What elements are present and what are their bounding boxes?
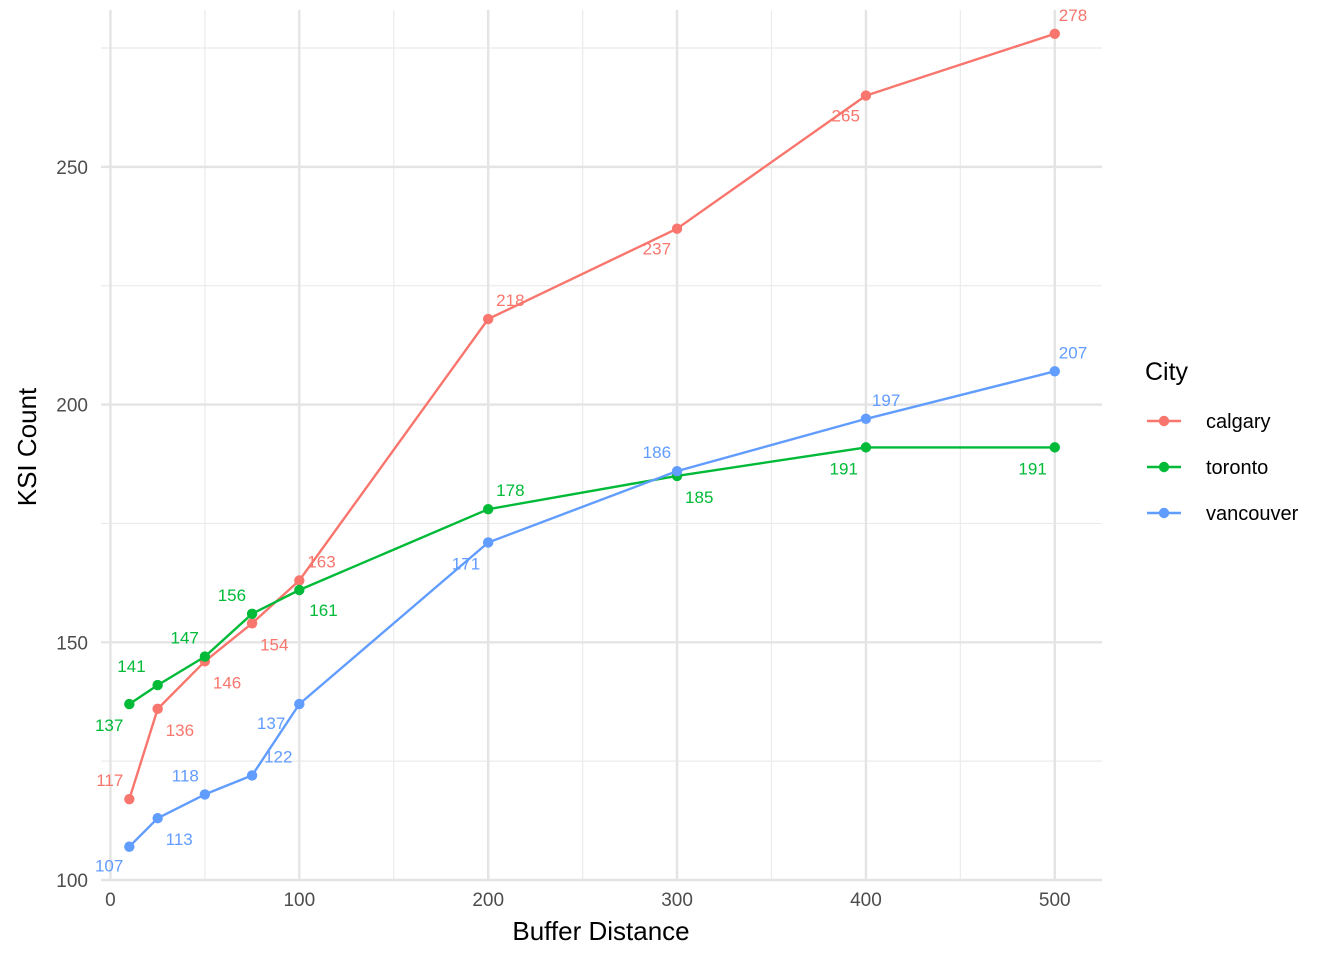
- data-label-vancouver: 122: [264, 747, 292, 766]
- data-label-vancouver: 197: [872, 391, 900, 410]
- data-label-toronto: 191: [830, 459, 858, 478]
- point-calgary: [671, 223, 683, 234]
- point-calgary: [294, 575, 305, 586]
- point-vancouver: [294, 698, 305, 710]
- point-calgary: [860, 90, 872, 101]
- data-label-toronto: 137: [95, 716, 123, 735]
- data-label-toronto: 161: [309, 601, 337, 620]
- data-label-calgary: 237: [643, 240, 671, 259]
- point-calgary: [124, 793, 135, 805]
- x-tick-label: 500: [1039, 890, 1071, 911]
- series-line-toronto: [128, 446, 1055, 706]
- y-axis-ticks: 100 150 200 250: [56, 158, 88, 892]
- y-axis-title: KSI Count: [12, 387, 42, 506]
- point-vancouver: [671, 465, 683, 477]
- data-label-calgary: 117: [96, 771, 123, 790]
- legend-label-toronto: toronto: [1206, 457, 1268, 479]
- point-toronto: [199, 651, 211, 662]
- series-line-calgary: [128, 32, 1056, 800]
- data-label-toronto: 156: [218, 586, 246, 605]
- legend-label-calgary: calgary: [1206, 411, 1270, 433]
- data-label-vancouver: 113: [166, 830, 193, 849]
- legend-title: City: [1145, 358, 1189, 386]
- data-label-toronto: 185: [685, 488, 713, 507]
- point-toronto: [124, 698, 135, 710]
- y-tick-label: 150: [56, 633, 88, 654]
- point-vancouver: [1049, 366, 1060, 377]
- legend-key-point-toronto: [1158, 461, 1170, 473]
- legend-key-point-vancouver: [1158, 507, 1170, 519]
- data-labels: 117 136 146 154 163 218 237 265 278 137 141 147 156 1…: [95, 6, 1087, 876]
- data-label-calgary: 154: [260, 635, 288, 654]
- data-label-calgary: 163: [307, 552, 335, 571]
- point-vancouver: [860, 413, 872, 425]
- x-tick-label: 400: [850, 890, 882, 911]
- point-toronto: [1049, 442, 1060, 453]
- point-toronto: [482, 503, 494, 515]
- point-calgary: [1049, 28, 1060, 39]
- data-label-calgary: 218: [496, 291, 524, 310]
- point-calgary: [482, 313, 494, 325]
- x-axis-ticks: 0 100 200 300 400 500: [105, 890, 1070, 911]
- data-label-toronto: 178: [496, 481, 524, 500]
- data-label-calgary: 278: [1059, 6, 1087, 25]
- point-toronto: [860, 442, 872, 453]
- data-label-vancouver: 118: [172, 766, 199, 785]
- data-label-toronto: 141: [117, 657, 145, 676]
- series-layer: [124, 28, 1060, 852]
- data-label-vancouver: 171: [452, 554, 480, 573]
- point-toronto: [246, 608, 258, 619]
- major-gridlines: [101, 10, 1102, 882]
- data-label-toronto: 147: [171, 629, 199, 648]
- legend-label-vancouver: vancouver: [1206, 503, 1299, 525]
- legend: City calgary toronto vancouver: [1145, 358, 1299, 525]
- data-label-calgary: 146: [213, 673, 241, 692]
- x-tick-label: 200: [472, 890, 504, 911]
- point-vancouver: [124, 841, 135, 852]
- point-vancouver: [199, 789, 211, 800]
- point-vancouver: [246, 770, 258, 781]
- point-calgary: [152, 703, 163, 715]
- data-label-toronto: 191: [1018, 459, 1046, 478]
- x-tick-label: 100: [283, 890, 315, 911]
- data-label-vancouver: 137: [257, 714, 285, 733]
- data-label-vancouver: 186: [643, 443, 671, 462]
- x-tick-label: 300: [661, 890, 693, 911]
- point-vancouver: [152, 812, 163, 824]
- data-label-vancouver: 107: [95, 857, 123, 876]
- data-label-vancouver: 207: [1059, 343, 1087, 362]
- point-toronto: [294, 584, 305, 596]
- legend-key-point-calgary: [1158, 415, 1170, 427]
- x-tick-label: 0: [105, 890, 116, 911]
- point-vancouver: [482, 537, 494, 548]
- point-calgary: [246, 618, 258, 629]
- y-tick-label: 250: [56, 158, 88, 179]
- point-toronto: [152, 679, 163, 691]
- data-label-calgary: 136: [166, 721, 194, 740]
- data-label-calgary: 265: [832, 107, 860, 126]
- minor-gridlines: [101, 10, 1102, 880]
- x-axis-title: Buffer Distance: [512, 916, 689, 946]
- y-tick-label: 200: [56, 396, 88, 417]
- y-tick-label: 100: [56, 871, 88, 892]
